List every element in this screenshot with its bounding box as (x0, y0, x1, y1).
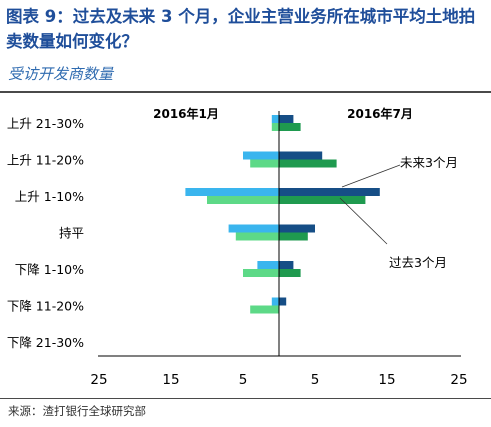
top-rule (0, 91, 491, 93)
bar-jul-future (279, 297, 287, 306)
bar-jan-past (235, 232, 279, 241)
annotation-line-past (339, 197, 388, 245)
bottom-rule (0, 398, 491, 399)
bar-jul-future (279, 151, 323, 160)
bar-jul-past (279, 269, 301, 277)
chart-subtitle: 受访开发商数量 (8, 65, 114, 83)
bars (185, 115, 380, 314)
category-label: 持平 (59, 226, 84, 241)
source-note: 来源：渣打银行全球研究部 (8, 404, 146, 418)
bar-jan-future (271, 115, 279, 123)
bar-jan-future (243, 151, 279, 160)
bar-jan-past (271, 123, 279, 131)
bar-jan-future (257, 261, 279, 269)
bar-jul-future (279, 115, 294, 123)
bar-jul-past (279, 159, 337, 168)
panel-label-left: 2016年1月 (153, 106, 219, 121)
x-tick-label: 5 (239, 372, 248, 388)
category-label: 上升 11-20% (7, 153, 84, 168)
bar-jul-past (279, 123, 301, 131)
bar-jul-past (279, 232, 308, 241)
x-tick-label: 15 (378, 372, 395, 388)
bar-jan-past (250, 305, 279, 314)
bar-jan-past (250, 159, 279, 168)
bar-jan-future (271, 297, 279, 306)
bar-jan-future (228, 224, 279, 233)
bar-jan-past (207, 196, 279, 204)
x-tick-label: 15 (162, 372, 179, 388)
bar-jul-future (279, 224, 315, 233)
bar-jan-future (185, 188, 279, 196)
category-label: 下降 1-10% (15, 262, 84, 277)
x-tick-label: 25 (90, 372, 107, 388)
annotation-line-future (341, 164, 401, 188)
chart-title: 图表 9：过去及未来 3 个月，企业主营业务所在城市平均土地拍卖数量如何变化？ (6, 7, 476, 51)
bar-jan-past (243, 269, 279, 277)
category-label: 上升 1-10% (15, 189, 84, 204)
category-label: 下降 21-30% (7, 335, 84, 350)
x-tick-labels: 25 15 5 5 15 25 (90, 372, 467, 388)
annotation-past-label: 过去3个月 (389, 255, 447, 270)
bar-jul-future (279, 261, 294, 269)
category-label: 上升 21-30% (7, 116, 84, 131)
panel-label-right: 2016年7月 (347, 106, 413, 121)
bar-jul-past (279, 196, 366, 204)
category-label: 下降 11-20% (7, 299, 84, 314)
annotation-future-label: 未来3个月 (400, 155, 458, 170)
x-tick-label: 25 (450, 372, 467, 388)
bar-jul-future (279, 188, 380, 196)
x-tick-label: 5 (311, 372, 320, 388)
